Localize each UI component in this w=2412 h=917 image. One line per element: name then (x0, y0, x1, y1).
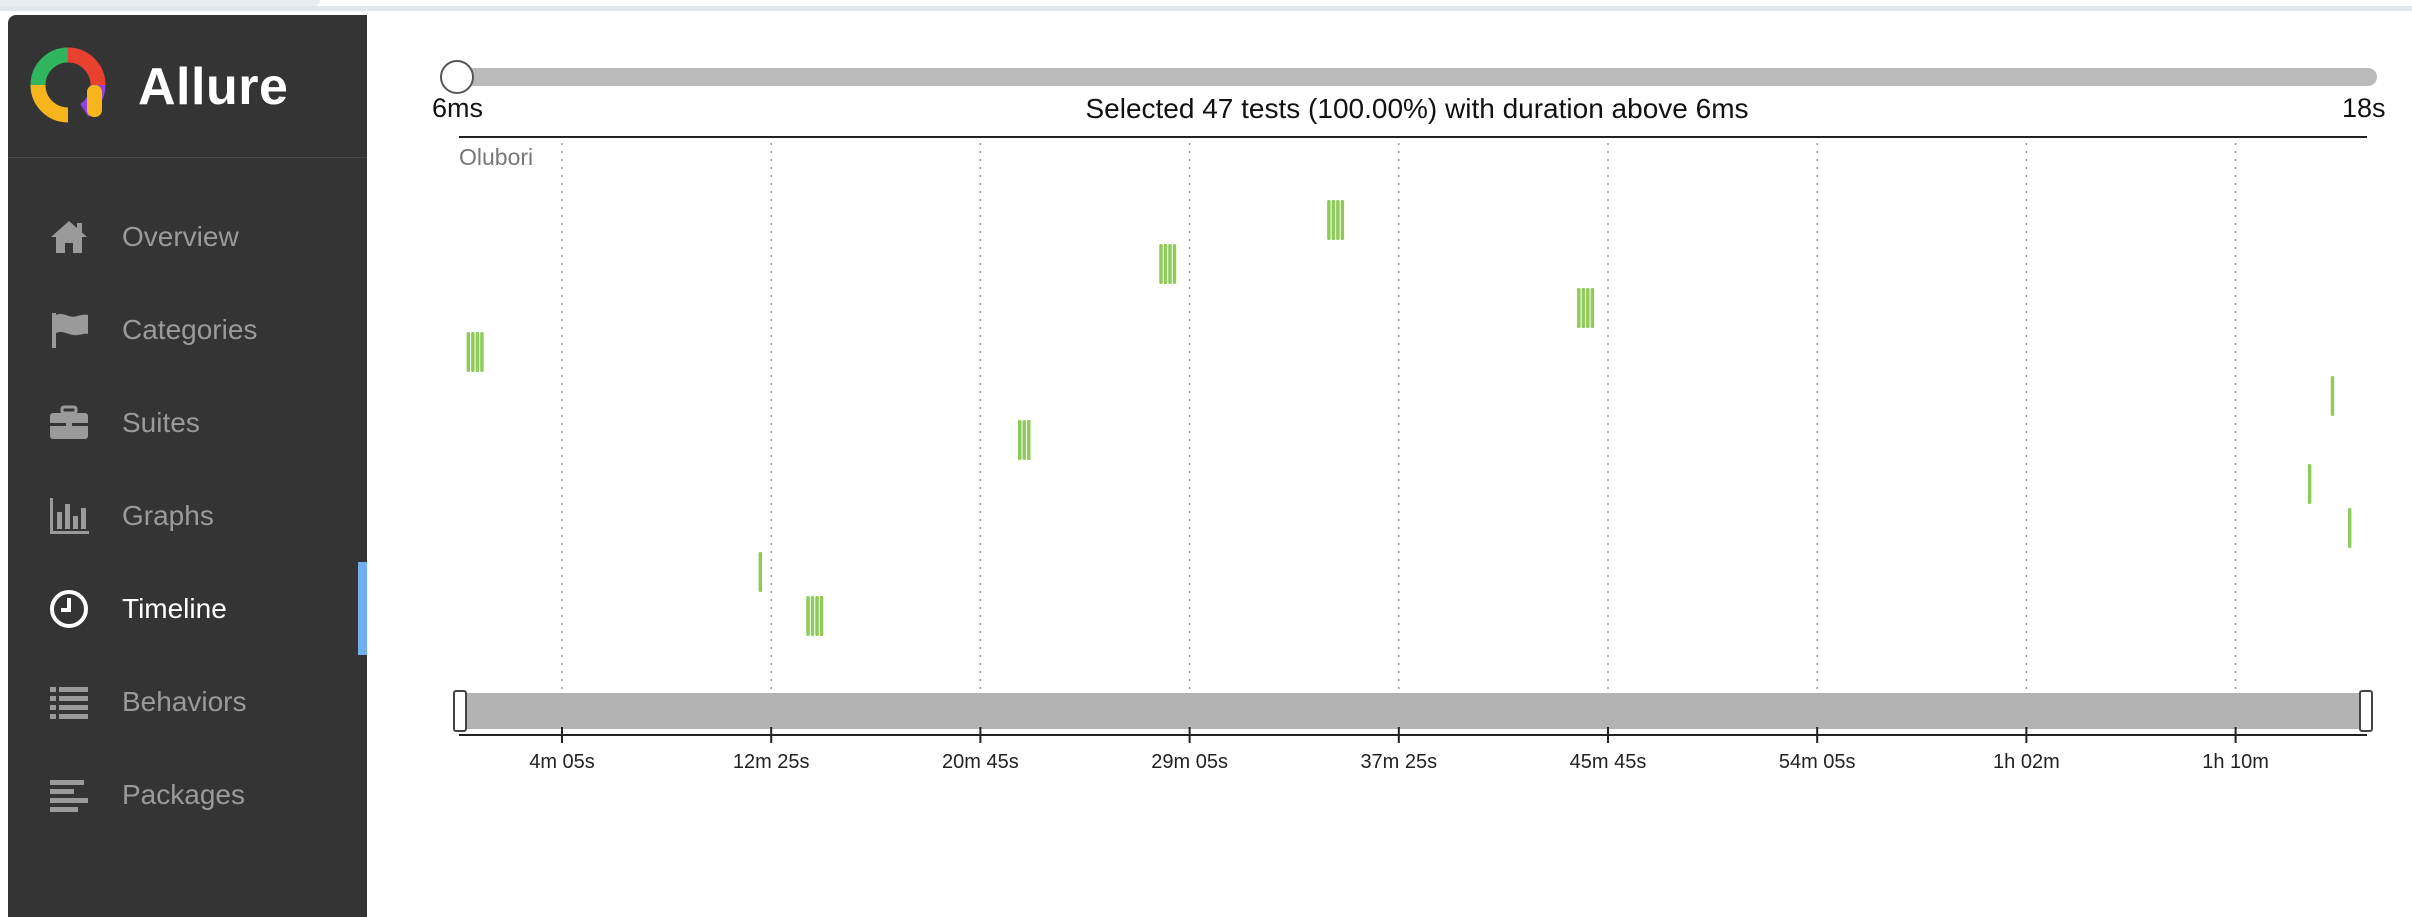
sidebar-item-label: Behaviors (122, 685, 247, 717)
sidebar-item-overview[interactable]: Overview (8, 190, 367, 283)
list-icon (44, 680, 94, 724)
sidebar-item-packages[interactable]: Packages (8, 748, 367, 841)
test-cluster[interactable] (1327, 200, 1345, 240)
test-bar[interactable] (1163, 244, 1168, 284)
test-bar[interactable] (1336, 200, 1340, 240)
test-cluster[interactable] (2307, 464, 2312, 504)
app-name: Allure (138, 58, 289, 116)
test-bar[interactable] (1018, 420, 1022, 460)
test-bar[interactable] (466, 332, 471, 372)
test-bar[interactable] (810, 596, 815, 636)
duration-slider-track[interactable] (457, 68, 2377, 86)
timeline-tick-label: 4m 05s (529, 751, 595, 773)
test-bar[interactable] (1581, 288, 1586, 328)
test-bar[interactable] (2307, 464, 2312, 504)
timeline-bars (466, 200, 2352, 636)
sidebar-item-timeline[interactable]: Timeline (8, 562, 367, 655)
test-bar[interactable] (819, 596, 824, 636)
timeline-tick-label: 1h 10m (2202, 751, 2269, 773)
brand[interactable]: Allure (8, 15, 367, 158)
timeline-row-label: Olubori (459, 144, 533, 170)
timeline-brush-right-handle[interactable] (2359, 690, 2373, 732)
test-bar[interactable] (806, 596, 810, 636)
timeline-tick-label: 12m 25s (733, 751, 810, 773)
test-bar[interactable] (815, 596, 819, 636)
test-bar[interactable] (1327, 200, 1331, 240)
sidebar-item-behaviors[interactable]: Behaviors (8, 655, 367, 748)
test-cluster[interactable] (1018, 420, 1031, 460)
sidebar-item-label: Overview (122, 220, 239, 252)
flag-icon (44, 308, 94, 352)
test-cluster[interactable] (2330, 376, 2335, 416)
test-cluster[interactable] (466, 332, 484, 372)
sidebar-item-label: Timeline (122, 592, 227, 624)
timeline-brush-selection[interactable] (459, 693, 2367, 729)
briefcase-icon (44, 401, 94, 445)
timeline-tick-label: 45m 45s (1570, 751, 1647, 773)
bar-chart-icon (44, 494, 94, 538)
sidebar-menu: Overview Categories Suites Graphs Timeli… (8, 190, 367, 841)
test-cluster[interactable] (806, 596, 824, 636)
home-icon (44, 215, 94, 259)
test-cluster[interactable] (758, 552, 763, 592)
test-bar[interactable] (471, 332, 475, 372)
test-cluster[interactable] (2347, 508, 2352, 548)
test-bar[interactable] (1159, 244, 1163, 284)
test-bar[interactable] (480, 332, 484, 372)
test-bar[interactable] (758, 552, 763, 592)
duration-slider-knob[interactable] (440, 60, 474, 94)
sidebar-item-label: Graphs (122, 499, 214, 531)
sidebar-item-label: Suites (122, 406, 200, 438)
timeline-tick-label: 37m 25s (1360, 751, 1437, 773)
timeline-ticks: 4m 05s 12m 25s 20m 45s 29m 05s 37m 25s 45m 45… (529, 727, 2269, 773)
test-bar[interactable] (1590, 288, 1595, 328)
sidebar-item-label: Packages (122, 778, 245, 810)
sidebar-item-suites[interactable]: Suites (8, 376, 367, 469)
test-bar[interactable] (1577, 288, 1581, 328)
timeline-tick-label: 20m 45s (942, 751, 1019, 773)
test-bar[interactable] (2330, 376, 2335, 416)
timeline-grid (561, 143, 2237, 727)
test-cluster[interactable] (1159, 244, 1177, 284)
test-bar[interactable] (1172, 244, 1177, 284)
test-bar[interactable] (1027, 420, 1031, 460)
allure-logo-icon (30, 47, 106, 123)
sidebar-item-label: Categories (122, 313, 258, 345)
test-bar[interactable] (1022, 420, 1027, 460)
align-left-icon (44, 773, 94, 817)
sidebar: Allure Overview Categories Suites Graphs (8, 15, 367, 917)
browser-top-edge (0, 0, 2412, 15)
test-bar[interactable] (1586, 288, 1590, 328)
timeline-brush-left-handle[interactable] (453, 690, 467, 732)
duration-max-label: 18s (2342, 93, 2386, 123)
test-bar[interactable] (1331, 200, 1336, 240)
timeline-tick-label: 1h 02m (1993, 751, 2060, 773)
browser-tab-edge (0, 0, 320, 6)
timeline-tick-label: 29m 05s (1151, 751, 1228, 773)
timeline-brush[interactable] (453, 690, 2373, 732)
test-bar[interactable] (1340, 200, 1345, 240)
test-cluster[interactable] (1577, 288, 1595, 328)
duration-selection-caption: Selected 47 tests (100.00%) with duratio… (1085, 93, 1749, 124)
browser-top-line (0, 6, 2412, 11)
test-bar[interactable] (2347, 508, 2352, 548)
timeline-chart: Olubori 4m 05s 12m 25s 20m 45s 29m 05s 37m 2… (453, 136, 2373, 773)
duration-min-label: 6ms (432, 93, 484, 123)
clock-icon (44, 587, 94, 631)
test-bar[interactable] (1168, 244, 1172, 284)
timeline-tick-label: 54m 05s (1779, 751, 1856, 773)
timeline-main: 6ms Selected 47 tests (100.00%) with dur… (367, 15, 2412, 917)
test-bar[interactable] (475, 332, 480, 372)
sidebar-item-categories[interactable]: Categories (8, 283, 367, 376)
sidebar-item-graphs[interactable]: Graphs (8, 469, 367, 562)
